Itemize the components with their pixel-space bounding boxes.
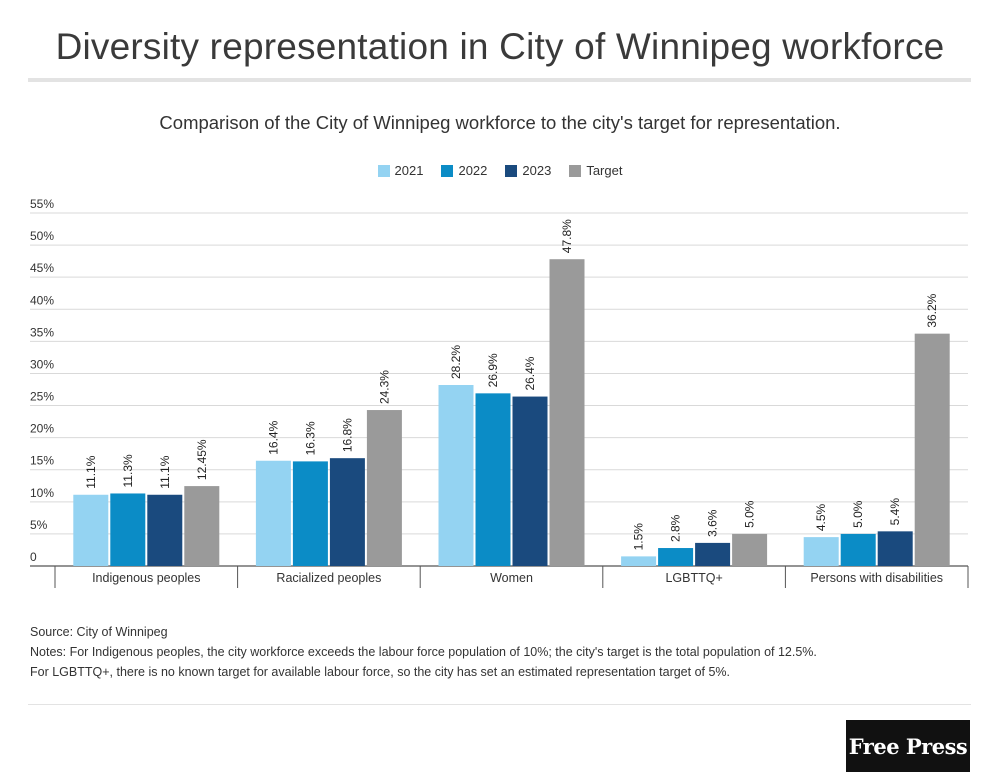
legend: 2021 2022 2023 Target — [0, 163, 1000, 178]
legend-item-target: Target — [569, 163, 622, 178]
data-label: 11.3% — [121, 454, 135, 487]
legend-swatch — [441, 164, 454, 177]
note-indigenous: Notes: For Indigenous peoples, the city … — [30, 645, 817, 659]
bar-2021 — [255, 460, 291, 566]
data-label: 36.2% — [925, 293, 939, 327]
bar-2022 — [292, 461, 328, 566]
footer-divider — [28, 704, 971, 705]
bar-2022 — [658, 548, 694, 566]
chart-title: Diversity representation in City of Winn… — [55, 26, 945, 67]
bar-2023 — [329, 458, 365, 566]
bar-target — [549, 259, 585, 566]
y-tick-label: 55% — [30, 197, 54, 211]
bar-2022 — [840, 533, 876, 566]
data-label: 16.8% — [340, 418, 354, 452]
legend-label: 2022 — [458, 163, 488, 178]
logo-text: Free Press — [848, 733, 968, 759]
bar-target — [914, 333, 950, 566]
x-tick-label: Persons with disabilities — [810, 571, 943, 585]
data-label: 5.0% — [851, 500, 865, 528]
data-label: 47.8% — [560, 219, 574, 253]
legend-item-2021: 2021 — [377, 163, 424, 178]
x-tick-label: LGBTTQ+ — [665, 571, 722, 585]
legend-label: Target — [586, 163, 623, 178]
bar-target — [184, 486, 220, 566]
data-label: 24.3% — [377, 370, 391, 404]
legend-swatch — [505, 164, 518, 177]
data-label: 28.2% — [449, 345, 463, 379]
bar-2022 — [475, 393, 511, 566]
source-notes: Source: City of Winnipeg Notes: For Indi… — [30, 622, 817, 682]
bar-target — [366, 410, 402, 566]
y-tick-label: 15% — [30, 454, 54, 468]
bar-2021 — [621, 556, 657, 566]
bar-2023 — [877, 531, 913, 566]
y-tick-label: 35% — [30, 325, 54, 339]
y-tick-label: 0 — [30, 550, 37, 564]
data-label: 3.6% — [706, 509, 720, 537]
data-label: 4.5% — [814, 503, 828, 531]
legend-label: 2023 — [522, 163, 552, 178]
y-tick-label: 10% — [30, 486, 54, 500]
y-tick-label: 30% — [30, 357, 54, 371]
bar-2023 — [695, 542, 731, 566]
data-label: 5.4% — [888, 498, 902, 526]
legend-swatch — [377, 164, 390, 177]
x-tick-label: Indigenous peoples — [92, 571, 200, 585]
free-press-logo: Free Press — [846, 720, 970, 772]
y-tick-label: 50% — [30, 229, 54, 243]
legend-item-2022: 2022 — [441, 163, 487, 178]
bar-2023 — [512, 396, 548, 566]
x-tick-label: Racialized peoples — [276, 571, 381, 585]
data-label: 11.1% — [84, 455, 98, 488]
source-text: Source: City of Winnipeg — [30, 625, 168, 639]
y-tick-label: 25% — [30, 390, 54, 404]
data-label: 12.45% — [195, 439, 209, 480]
y-tick-label: 20% — [30, 422, 54, 436]
bar-chart: 0 5% 10% 15% 20% 25% 30% 35% 40% 45% 50% 55% 11.1% 11… — [30, 197, 969, 588]
legend-item-2023: 2023 — [505, 163, 551, 178]
title-divider — [28, 78, 971, 82]
data-label: 26.4% — [523, 356, 537, 390]
data-label: 16.4% — [266, 420, 280, 454]
legend-label: 2021 — [394, 163, 424, 178]
bar-2021 — [73, 494, 109, 566]
data-label: 16.3% — [303, 421, 317, 455]
data-label: 26.9% — [486, 353, 500, 387]
data-label: 5.0% — [743, 500, 757, 528]
bar-2021 — [803, 537, 839, 566]
y-tick-label: 45% — [30, 261, 54, 275]
y-tick-label: 5% — [30, 518, 48, 532]
data-label: 11.1% — [158, 455, 172, 488]
legend-swatch — [569, 164, 582, 177]
bar-2021 — [438, 385, 474, 566]
data-label: 2.8% — [669, 514, 683, 542]
x-tick-label: Women — [490, 571, 533, 585]
note-lgbttq: For LGBTTQ+, there is no known target fo… — [30, 665, 731, 679]
y-tick-label: 40% — [30, 293, 54, 307]
bar-2022 — [110, 493, 146, 566]
chart-subtitle: Comparison of the City of Winnipeg workf… — [159, 112, 841, 133]
data-label: 1.5% — [632, 523, 646, 551]
bar-target — [732, 533, 768, 566]
bar-2023 — [147, 494, 183, 566]
